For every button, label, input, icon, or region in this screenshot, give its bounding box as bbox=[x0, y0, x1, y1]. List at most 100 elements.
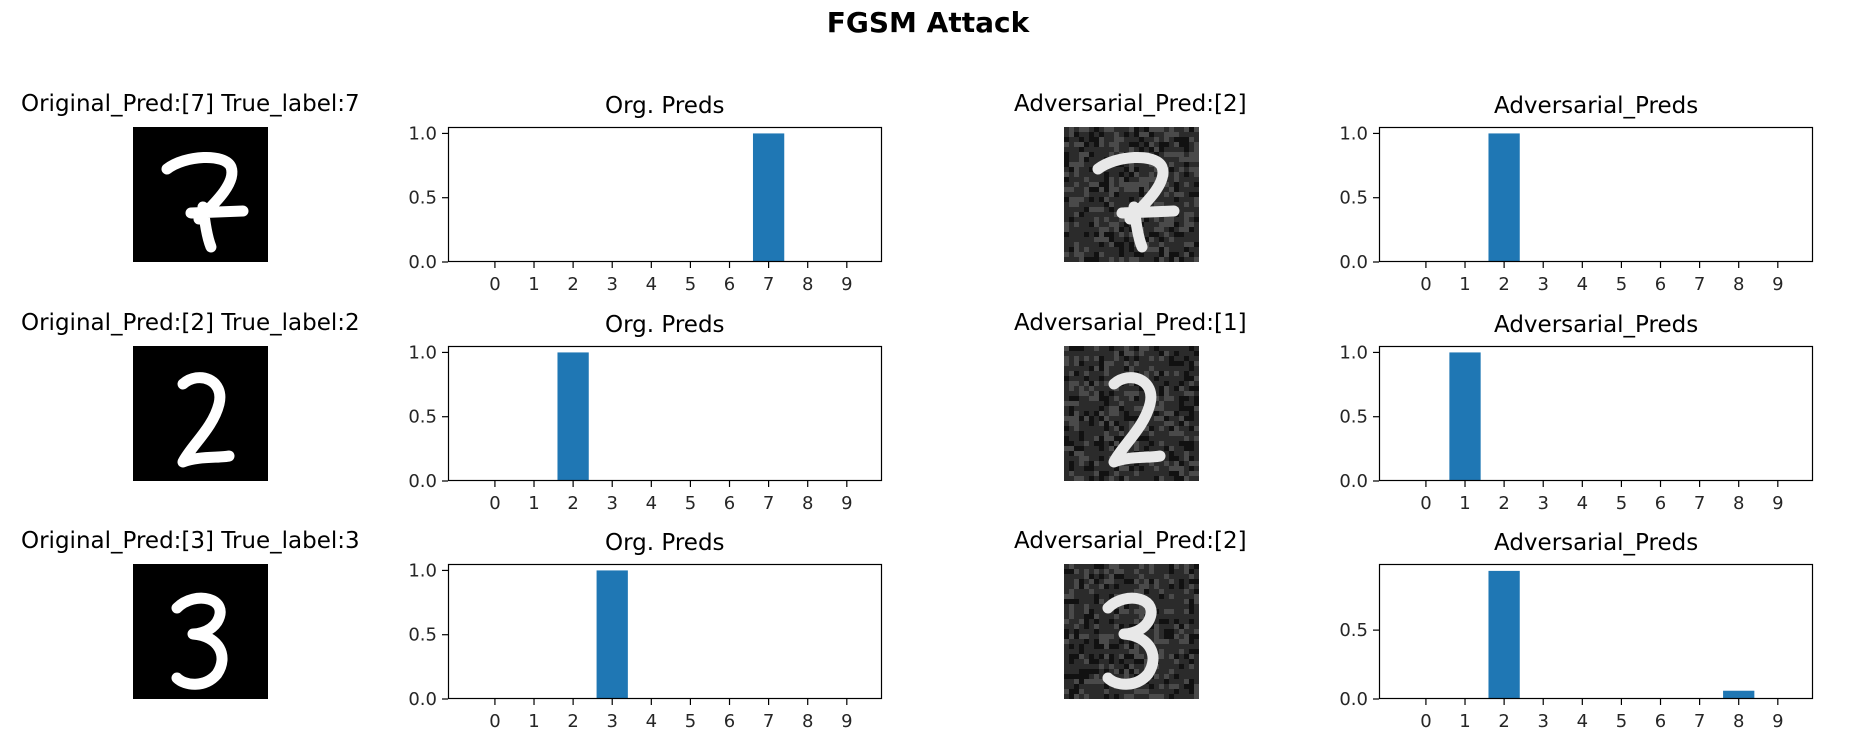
x-tick-label: 6 bbox=[724, 711, 735, 732]
original-digit-image bbox=[133, 564, 268, 699]
x-tick-label: 5 bbox=[1616, 274, 1627, 295]
x-tick-label: 5 bbox=[1616, 493, 1627, 514]
x-tick-label: 4 bbox=[646, 274, 657, 295]
x-tick-label: 4 bbox=[646, 711, 657, 732]
adversarial-digit-image bbox=[1064, 564, 1199, 699]
x-tick-label: 5 bbox=[685, 711, 696, 732]
x-tick-label: 9 bbox=[841, 493, 852, 514]
x-tick-label: 4 bbox=[1577, 493, 1588, 514]
x-tick-label: 6 bbox=[724, 274, 735, 295]
x-tick-label: 2 bbox=[1498, 711, 1509, 732]
adversarial-preds-chart: 0 1 2 3 4 5 6 7 8 9 0.0 0.5 bbox=[1339, 563, 1814, 732]
original-preds-chart-title: Org. Preds bbox=[605, 312, 725, 338]
x-tick-label: 2 bbox=[567, 711, 578, 732]
original-preds-chart-title: Org. Preds bbox=[605, 530, 725, 556]
x-tick-label: 4 bbox=[1577, 711, 1588, 732]
bar-3 bbox=[596, 570, 628, 699]
adversarial-preds-chart-title: Adversarial_Preds bbox=[1494, 312, 1699, 338]
y-tick-label: 1.0 bbox=[408, 123, 437, 144]
x-tick-label: 9 bbox=[1772, 711, 1783, 732]
x-tick-label: 9 bbox=[841, 711, 852, 732]
y-tick-label: 0.0 bbox=[408, 471, 437, 492]
x-tick-label: 3 bbox=[606, 493, 617, 514]
bar-2 bbox=[1488, 570, 1520, 699]
x-tick-label: 0 bbox=[489, 274, 500, 295]
x-tick-label: 1 bbox=[1459, 711, 1470, 732]
y-tick-label: 0.5 bbox=[1339, 620, 1368, 641]
x-tick-label: 6 bbox=[1655, 711, 1666, 732]
y-tick-label: 1.0 bbox=[1339, 123, 1368, 144]
adversarial-preds-chart-title: Adversarial_Preds bbox=[1494, 530, 1699, 556]
original-preds-chart-title: Org. Preds bbox=[605, 93, 725, 119]
x-tick-label: 8 bbox=[1733, 711, 1744, 732]
y-tick-label: 0.5 bbox=[408, 407, 437, 428]
adversarial-digit-image bbox=[1064, 346, 1199, 481]
bar-8 bbox=[1723, 690, 1755, 699]
x-tick-label: 9 bbox=[841, 274, 852, 295]
x-tick-label: 0 bbox=[489, 711, 500, 732]
x-tick-label: 3 bbox=[606, 274, 617, 295]
adversarial-preds-chart: 0 1 2 3 4 5 6 7 8 9 0.0 0.5 1.0 bbox=[1339, 123, 1814, 295]
adversarial-image-title: Adversarial_Pred:[2] bbox=[1014, 91, 1247, 117]
original-preds-chart: 0 1 2 3 4 5 6 7 8 9 0.0 0.5 1.0 bbox=[408, 560, 883, 732]
x-tick-label: 3 bbox=[1537, 274, 1548, 295]
x-tick-label: 1 bbox=[528, 493, 539, 514]
x-tick-label: 0 bbox=[1420, 711, 1431, 732]
y-tick-label: 0.5 bbox=[408, 188, 437, 209]
figure-title: FGSM Attack bbox=[826, 6, 1030, 39]
original-preds-chart: 0 1 2 3 4 5 6 7 8 9 0.0 0.5 1.0 bbox=[408, 123, 883, 295]
x-tick-label: 4 bbox=[646, 493, 657, 514]
original-image-title: Original_Pred:[3] True_label:3 bbox=[21, 528, 360, 554]
bar-2 bbox=[1488, 133, 1520, 262]
x-tick-label: 9 bbox=[1772, 493, 1783, 514]
bar-7 bbox=[752, 133, 785, 262]
y-tick-label: 1.0 bbox=[408, 560, 437, 581]
x-tick-label: 3 bbox=[606, 711, 617, 732]
x-tick-label: 5 bbox=[685, 493, 696, 514]
x-tick-label: 7 bbox=[763, 274, 774, 295]
y-tick-label: 0.5 bbox=[1339, 188, 1368, 209]
x-tick-label: 7 bbox=[1694, 274, 1705, 295]
y-tick-label: 0.0 bbox=[408, 689, 437, 710]
axes-frame bbox=[1378, 563, 1814, 700]
x-tick-label: 6 bbox=[1655, 274, 1666, 295]
adversarial-preds-chart-title: Adversarial_Preds bbox=[1494, 93, 1699, 119]
x-tick-label: 7 bbox=[1694, 493, 1705, 514]
original-image-title: Original_Pred:[7] True_label:7 bbox=[21, 91, 360, 117]
y-tick-label: 1.0 bbox=[1339, 342, 1368, 363]
x-tick-label: 1 bbox=[528, 711, 539, 732]
y-tick-label: 0.5 bbox=[1339, 407, 1368, 428]
bar-2 bbox=[557, 352, 589, 481]
x-tick-label: 2 bbox=[567, 493, 578, 514]
adversarial-digit-image bbox=[1064, 127, 1199, 262]
x-tick-label: 8 bbox=[1733, 274, 1744, 295]
x-tick-label: 9 bbox=[1772, 274, 1783, 295]
x-tick-label: 8 bbox=[802, 493, 813, 514]
x-tick-label: 6 bbox=[1655, 493, 1666, 514]
y-tick-label: 0.0 bbox=[1339, 689, 1368, 710]
x-tick-label: 3 bbox=[1537, 711, 1548, 732]
x-tick-label: 3 bbox=[1537, 493, 1548, 514]
x-tick-label: 2 bbox=[1498, 274, 1509, 295]
axes-frame bbox=[447, 563, 883, 700]
original-preds-chart: 0 1 2 3 4 5 6 7 8 9 0.0 0.5 1.0 bbox=[408, 342, 883, 514]
axes-frame bbox=[447, 345, 883, 482]
x-tick-label: 8 bbox=[802, 274, 813, 295]
adversarial-image-title: Adversarial_Pred:[1] bbox=[1014, 310, 1247, 336]
x-tick-label: 6 bbox=[724, 493, 735, 514]
x-tick-label: 0 bbox=[1420, 274, 1431, 295]
adversarial-preds-chart: 0 1 2 3 4 5 6 7 8 9 0.0 0.5 1.0 bbox=[1339, 342, 1814, 514]
x-tick-label: 8 bbox=[802, 711, 813, 732]
x-tick-label: 4 bbox=[1577, 274, 1588, 295]
x-tick-label: 5 bbox=[1616, 711, 1627, 732]
y-tick-label: 0.0 bbox=[1339, 471, 1368, 492]
x-tick-label: 7 bbox=[763, 711, 774, 732]
x-tick-label: 2 bbox=[1498, 493, 1509, 514]
y-tick-label: 0.0 bbox=[1339, 252, 1368, 273]
original-digit-image bbox=[133, 127, 268, 262]
axes-frame bbox=[1378, 345, 1814, 482]
axes-frame bbox=[1378, 126, 1814, 263]
x-tick-label: 7 bbox=[1694, 711, 1705, 732]
axes-frame bbox=[447, 126, 883, 263]
y-tick-label: 1.0 bbox=[408, 342, 437, 363]
